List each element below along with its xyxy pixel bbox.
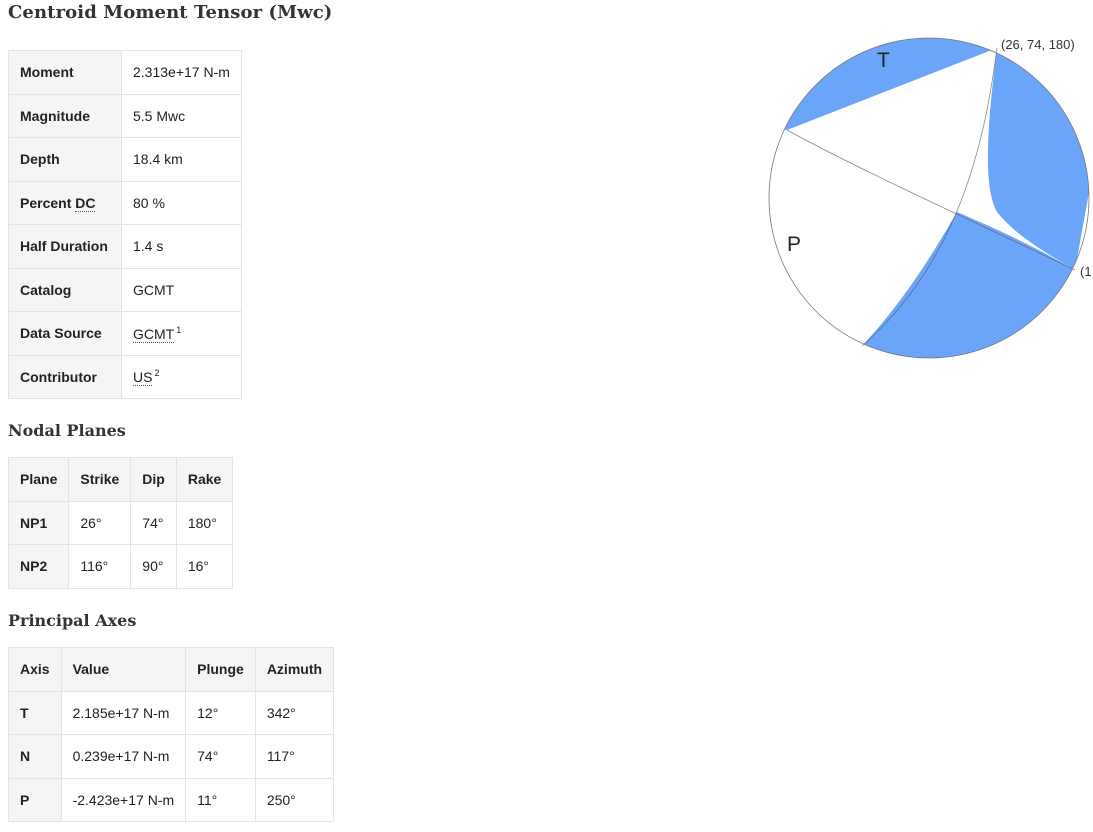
percent-dc-value: 80 % (121, 180, 242, 225)
table-row: Magnitude 5.5 Mwc (8, 93, 242, 138)
beachball-diagram: T P (26, 74, 180) (1 (768, 37, 1092, 359)
table-header-row: Plane Strike Dip Rake (7, 457, 234, 502)
contributor-footnote[interactable]: 2 (154, 368, 160, 379)
np2-curve (786, 129, 1076, 271)
np1-label: (26, 74, 180) (1001, 37, 1075, 52)
principal-axes-heading: Principal Axes (8, 611, 137, 630)
table-row: Catalog GCMT (8, 267, 242, 312)
half-duration-label: Half Duration (8, 224, 122, 269)
moment-label: Moment (8, 50, 122, 95)
plunge-value: 12° (185, 690, 256, 735)
rake-header: Rake (175, 457, 234, 502)
azimuth-value: 250° (254, 777, 335, 822)
axis-value: -2.423e+17 N-m (60, 777, 187, 822)
depth-label: Depth (8, 137, 122, 182)
percent-dc-label: Percent DC (8, 180, 122, 225)
compression-quadrant-upper (769, 38, 1089, 270)
contributor-cell: US 2 (121, 354, 242, 399)
azimuth-value: 117° (254, 734, 335, 779)
plunge-value: 74° (185, 734, 256, 779)
principal-axes-table: Axis Value Plunge Azimuth T 2.185e+17 N-… (8, 647, 335, 822)
table-row: Contributor US 2 (8, 354, 242, 399)
axis-value: 2.185e+17 N-m (60, 690, 187, 735)
data-source-cell: GCMT 1 (121, 311, 242, 356)
axis-header: Axis (8, 647, 62, 692)
moment-value: 2.313e+17 N-m (121, 50, 242, 95)
catalog-label: Catalog (8, 267, 122, 312)
dip-value: 74° (130, 500, 177, 545)
azimuth-header: Azimuth (254, 647, 335, 692)
magnitude-label: Magnitude (8, 93, 122, 138)
data-source-link[interactable]: GCMT (133, 325, 175, 343)
table-row: Moment 2.313e+17 N-m (8, 50, 242, 95)
plunge-value: 11° (185, 777, 256, 822)
table-row: N 0.239e+17 N-m 74° 117° (8, 734, 335, 779)
table-row: NP1 26° 74° 180° (7, 500, 234, 545)
rake-value: 180° (175, 500, 234, 545)
beachball-outline (768, 37, 1090, 359)
data-source-footnote[interactable]: 1 (176, 324, 182, 335)
t-axis-label: T (877, 49, 890, 72)
strike-value: 116° (68, 544, 132, 589)
nodal-planes-table: Plane Strike Dip Rake NP1 26° 74° 180° N… (7, 457, 234, 589)
plunge-header: Plunge (185, 647, 256, 692)
contributor-link[interactable]: US (133, 369, 153, 387)
dc-abbreviation[interactable]: DC (75, 194, 96, 212)
plane-header: Plane (7, 457, 70, 502)
table-row: P -2.423e+17 N-m 11° 250° (8, 777, 335, 822)
page-title: Centroid Moment Tensor (Mwc) (8, 2, 333, 23)
table-row: Half Duration 1.4 s (8, 224, 242, 269)
percent-label-text: Percent (20, 194, 72, 211)
axis-name: P (8, 777, 62, 822)
p-axis-label: P (787, 233, 801, 256)
dip-header: Dip (130, 457, 177, 502)
table-header-row: Axis Value Plunge Azimuth (8, 647, 335, 692)
azimuth-value: 342° (254, 690, 335, 735)
table-row: Data Source GCMT 1 (8, 311, 242, 356)
value-header: Value (60, 647, 187, 692)
table-row: T 2.185e+17 N-m 12° 342° (8, 690, 335, 735)
nodal-planes-heading: Nodal Planes (8, 421, 126, 440)
data-source-label: Data Source (8, 311, 122, 356)
axis-name: T (8, 690, 62, 735)
half-duration-value: 1.4 s (121, 224, 242, 269)
plane-name: NP1 (7, 500, 70, 545)
moment-tensor-table: Moment 2.313e+17 N-m Magnitude 5.5 Mwc D… (8, 50, 242, 399)
catalog-value: GCMT (121, 267, 242, 312)
depth-value: 18.4 km (121, 137, 242, 182)
strike-value: 26° (68, 500, 132, 545)
table-row: NP2 116° 90° 16° (7, 544, 234, 589)
contributor-label: Contributor (8, 354, 122, 399)
np1-curve (861, 47, 998, 347)
magnitude-value: 5.5 Mwc (121, 93, 242, 138)
table-row: Percent DC 80 % (8, 180, 242, 225)
plane-name: NP2 (7, 544, 70, 589)
np2-label: (1 (1080, 264, 1092, 279)
strike-header: Strike (68, 457, 132, 502)
dip-value: 90° (130, 544, 177, 589)
table-row: Depth 18.4 km (8, 137, 242, 182)
axis-value: 0.239e+17 N-m (60, 734, 187, 779)
rake-value: 16° (175, 544, 234, 589)
axis-name: N (8, 734, 62, 779)
